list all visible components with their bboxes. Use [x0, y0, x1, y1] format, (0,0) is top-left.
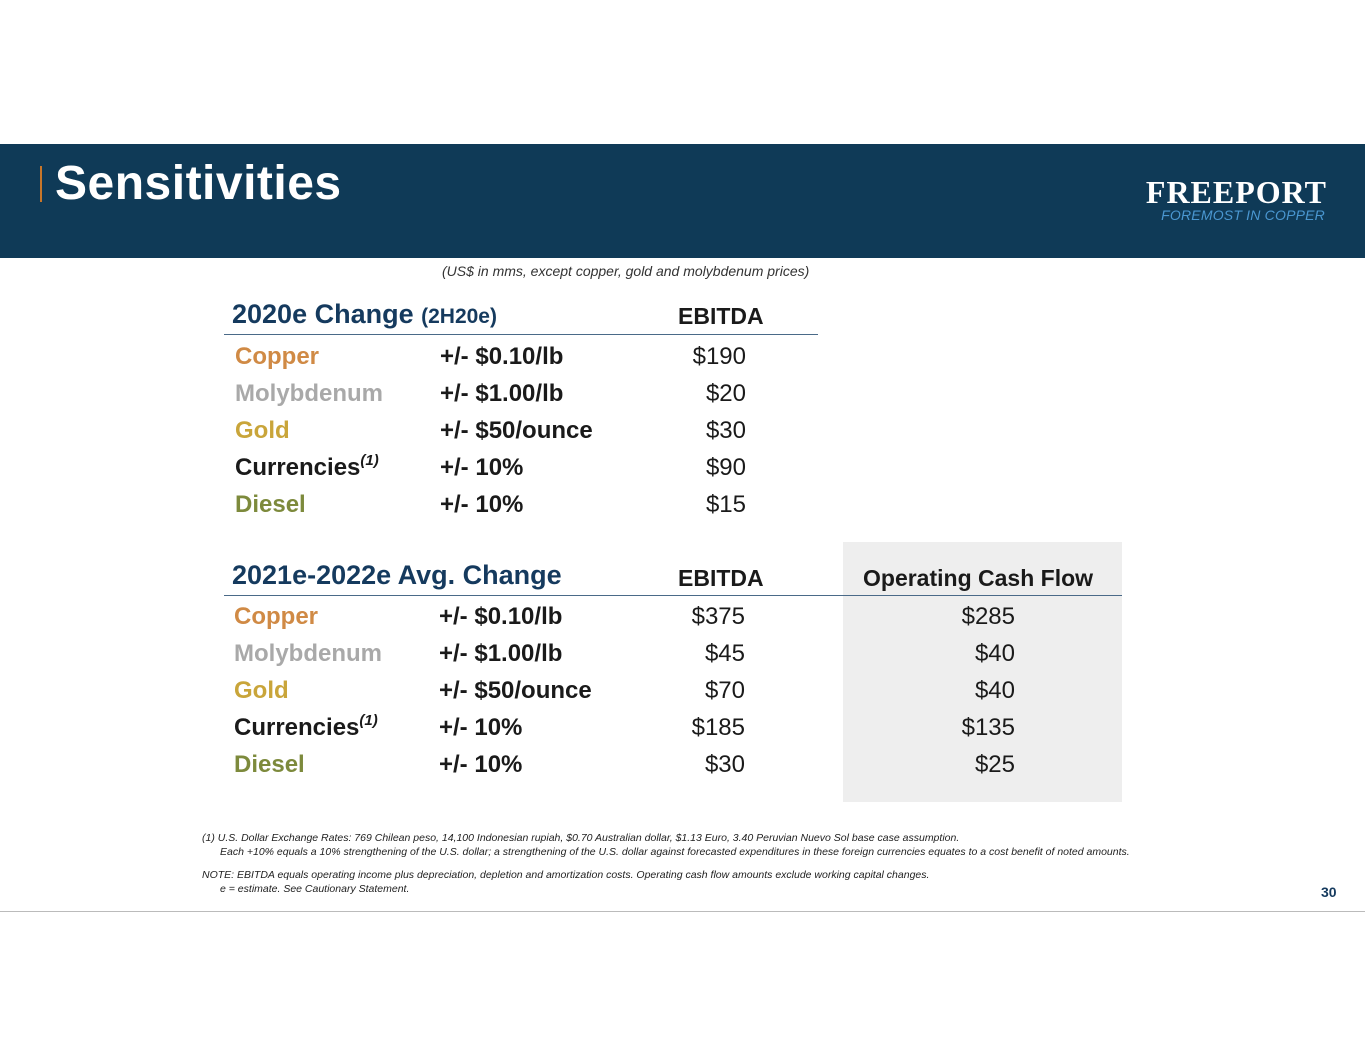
footnote-estimate: e = estimate. See Cautionary Statement.	[220, 883, 410, 895]
change-amount: +/- $1.00/lb	[440, 380, 564, 407]
change-amount: +/- $0.10/lb	[439, 603, 563, 630]
slide-header: Sensitivities FREEPORT FOREMOST IN COPPE…	[0, 144, 1365, 258]
change-amount: +/- 10%	[439, 751, 523, 778]
table-row: Diesel +/- 10% $30 $25	[0, 751, 1365, 787]
table-row: Molybdenum +/- $1.00/lb $20	[0, 380, 1365, 416]
table-row: Diesel +/- 10% $15	[0, 491, 1365, 527]
operating-cash-flow-value: $40	[974, 640, 1015, 667]
ebitda-value: $20	[705, 380, 746, 407]
table-row: Currencies(1) +/- 10% $185 $135	[0, 712, 1365, 750]
commodity-label: Diesel	[234, 751, 305, 778]
commodity-label: Gold	[234, 677, 289, 704]
commodity-label: Diesel	[235, 491, 306, 518]
ebitda-value: $185	[691, 714, 745, 741]
units-note: (US$ in mms, except copper, gold and mol…	[442, 263, 810, 279]
logo-tagline: FOREMOST IN COPPER	[1161, 207, 1325, 223]
ebitda-value: $45	[704, 640, 745, 667]
freeport-logo: FREEPORT	[1145, 174, 1327, 210]
operating-cash-flow-value: $40	[974, 677, 1015, 704]
commodity-label: Copper	[235, 343, 319, 370]
commodity-label: Gold	[235, 417, 290, 444]
commodity-label: Currencies(1)	[234, 712, 378, 741]
table-row: Copper +/- $0.10/lb $375 $285	[0, 603, 1365, 639]
change-amount: +/- $0.10/lb	[440, 343, 564, 370]
ebitda-value: $30	[704, 751, 745, 778]
change-amount: +/- $1.00/lb	[439, 640, 563, 667]
footnote-1-continued: Each +10% equals a 10% strengthening of …	[220, 846, 1130, 858]
ebitda-value: $375	[691, 603, 745, 630]
section1-title-sub: (2H20e)	[421, 305, 497, 328]
commodity-label: Copper	[234, 603, 318, 630]
ebitda-value: $190	[692, 343, 746, 370]
change-amount: +/- $50/ounce	[439, 677, 592, 704]
operating-cash-flow-panel	[843, 542, 1122, 802]
change-amount: +/- 10%	[439, 714, 523, 741]
ebitda-value: $30	[705, 417, 746, 444]
section1-header-rule	[224, 334, 818, 335]
table-row: Currencies(1) +/- 10% $90	[0, 452, 1365, 490]
section1-ebitda-header: EBITDA	[678, 303, 764, 329]
commodity-label: Currencies(1)	[235, 452, 379, 481]
slide-title: Sensitivities	[55, 157, 342, 210]
footnote-1: (1) U.S. Dollar Exchange Rates: 769 Chil…	[202, 832, 960, 844]
ebitda-value: $90	[705, 454, 746, 481]
page-number: 30	[1321, 884, 1337, 900]
change-amount: +/- $50/ounce	[440, 417, 593, 444]
footnote-marker: (1)	[360, 452, 379, 469]
section2-ocf-header: Operating Cash Flow	[863, 565, 1094, 591]
title-accent-bar	[40, 166, 42, 202]
footnote-note: NOTE: EBITDA equals operating income plu…	[202, 869, 930, 881]
ebitda-value: $15	[705, 491, 746, 518]
table-row: Gold +/- $50/ounce $70 $40	[0, 677, 1365, 713]
operating-cash-flow-value: $285	[961, 603, 1015, 630]
table-row: Gold +/- $50/ounce $30	[0, 417, 1365, 453]
section1-title-main: 2020e Change	[232, 299, 414, 329]
section2-ebitda-header: EBITDA	[678, 565, 764, 591]
section2-header-rule	[224, 595, 1122, 596]
change-amount: +/- 10%	[440, 491, 524, 518]
operating-cash-flow-value: $135	[961, 714, 1015, 741]
change-amount: +/- 10%	[440, 454, 524, 481]
table-row: Molybdenum +/- $1.00/lb $45 $40	[0, 640, 1365, 676]
ebitda-value: $70	[704, 677, 745, 704]
operating-cash-flow-value: $25	[974, 751, 1015, 778]
section2-title: 2021e-2022e Avg. Change	[232, 560, 562, 590]
table-row: Copper +/- $0.10/lb $190	[0, 343, 1365, 379]
footnote-marker: (1)	[359, 712, 378, 729]
commodity-label: Molybdenum	[235, 380, 383, 407]
commodity-label: Molybdenum	[234, 640, 382, 667]
section1-title: 2020e Change (2H20e)	[232, 299, 497, 330]
footer-rule	[0, 911, 1365, 912]
